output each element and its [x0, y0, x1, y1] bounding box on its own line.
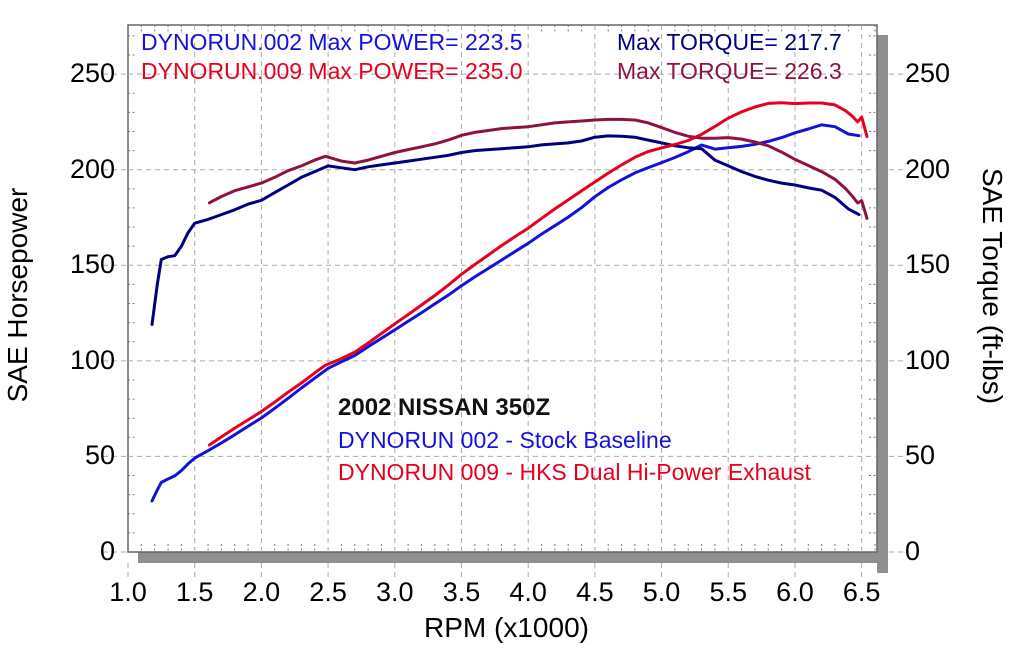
y-right-tick-label: 200	[905, 153, 951, 184]
y-left-tick-label: 50	[84, 440, 115, 471]
plot-area	[127, 24, 878, 553]
curve-torque-002	[150, 134, 861, 326]
plot-shadow-right	[877, 35, 888, 573]
y-left-tick-label: 150	[69, 249, 115, 280]
x-tick-label: 2.0	[242, 577, 281, 607]
plot-shadow-bottom	[138, 552, 888, 563]
y-left-tick-label: 250	[69, 58, 115, 89]
y-right-tick-label: 50	[905, 440, 936, 471]
x-tick-label: 1.0	[109, 577, 147, 607]
x-axis-title: RPM (x1000)	[424, 612, 589, 643]
legend-run002: DYNORUN 002 - Stock Baseline	[338, 427, 672, 453]
y-right-tick-label: 250	[905, 58, 951, 89]
curve-torque-009	[207, 117, 869, 220]
x-tick-label: 6.0	[776, 577, 814, 607]
vehicle-title: 2002 NISSAN 350Z	[338, 394, 551, 421]
y-right-tick-label: 150	[905, 249, 951, 280]
x-tick-label: 2.5	[309, 577, 347, 607]
y-right-tick-label: 0	[905, 536, 921, 566]
x-tick-label: 4.5	[576, 577, 614, 607]
legend-run009: DYNORUN 009 - HKS Dual Hi-Power Exhaust	[338, 459, 811, 485]
y-left-tick-label: 100	[69, 344, 115, 375]
max-torque-run009-label: Max TORQUE= 226.3	[617, 58, 842, 84]
x-tick-label: 4.0	[509, 577, 547, 607]
x-tick-label: 3.5	[442, 577, 481, 607]
max-power-run009-label: DYNORUN.009 Max POWER= 235.0	[141, 58, 523, 84]
x-tick-label: 5.5	[709, 577, 748, 607]
curve-power-009	[207, 101, 869, 447]
y-left-tick-label: 0	[99, 536, 115, 566]
x-tick-label: 3.0	[376, 577, 414, 607]
max-power-run002-label: DYNORUN.002 Max POWER= 223.5	[141, 29, 523, 55]
x-tick-label: 6.5	[842, 577, 881, 607]
y-right-tick-label: 100	[905, 344, 951, 375]
x-tick-label: 1.5	[175, 577, 214, 607]
curve-power-002	[150, 123, 861, 503]
x-tick-label: 5.0	[642, 577, 681, 607]
max-torque-run002-label: Max TORQUE= 217.7	[617, 29, 842, 55]
y-left-tick-label: 200	[69, 153, 115, 184]
